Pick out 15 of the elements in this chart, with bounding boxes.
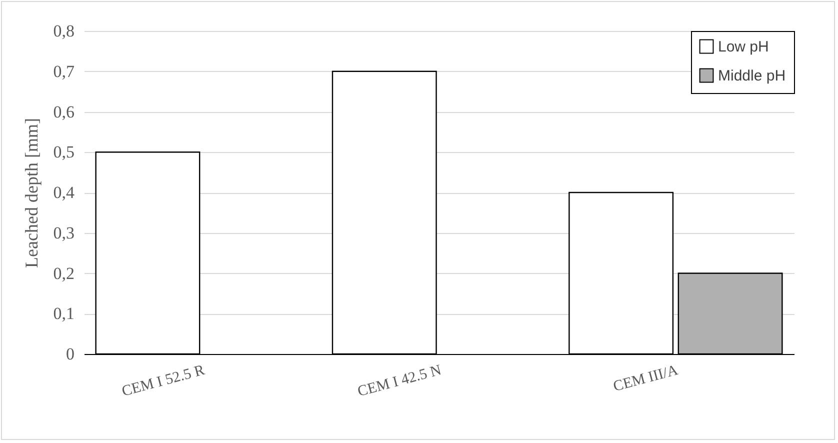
y-axis-title: Leached depth [mm] xyxy=(21,118,42,268)
legend-label: Low pH xyxy=(718,38,769,56)
y-tick-label: 0,7 xyxy=(53,62,75,81)
y-tick-label: 0,3 xyxy=(53,223,74,242)
y-tick-label: 0 xyxy=(66,344,74,364)
x-tick-label: CEM I 42.5 N xyxy=(356,362,444,400)
y-tick-label: 0,6 xyxy=(53,102,74,122)
y-tick-label: 0,1 xyxy=(53,304,74,324)
legend-label: Middle pH xyxy=(718,68,786,84)
x-tick-label: CEM III/A xyxy=(612,362,680,396)
y-tick-label: 0,2 xyxy=(53,264,74,283)
y-tick-label: 0,8 xyxy=(53,22,74,40)
x-tick-label: CEM I 52.5 R xyxy=(120,362,206,400)
y-tick-label: 0,4 xyxy=(53,183,75,202)
y-tick-label: 0,5 xyxy=(53,142,74,162)
